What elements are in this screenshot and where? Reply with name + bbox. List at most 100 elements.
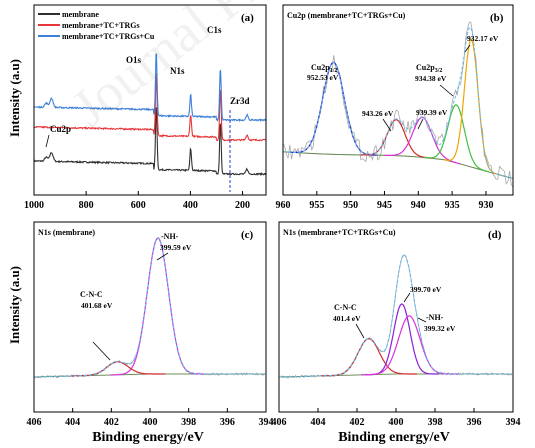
series-peak-0 xyxy=(320,338,417,377)
x-tick-label: 945 xyxy=(377,200,392,211)
label-401-68: 401.68 eV xyxy=(81,301,113,310)
series-raw xyxy=(282,21,514,187)
panel-a-legend: membrane membrane+TC+TRGs membrane+TC+TR… xyxy=(38,10,155,41)
pointer-401-4 xyxy=(355,323,365,339)
series-membrane-tc-trgs xyxy=(33,72,267,142)
panel-b-tag: (b) xyxy=(490,12,504,24)
x-tick-label: 400 xyxy=(183,200,198,211)
label-nh-c: -NH- xyxy=(161,232,179,241)
annotation-o1s: O1s xyxy=(126,55,142,65)
x-tick-label: 1000 xyxy=(24,200,44,211)
x-tick-label: 930 xyxy=(478,200,493,211)
label-cnc-d: C-N-C xyxy=(334,303,357,312)
series-peak-1 xyxy=(69,361,166,377)
panel-d-title: N1s (membrane+TC+TRGs+Cu) xyxy=(283,228,396,237)
legend-label-tc-trgs: membrane+TC+TRGs xyxy=(62,21,140,30)
label-952: 952.53 eV xyxy=(307,73,339,82)
x-axis-label-right: Binding energy/eV xyxy=(338,430,450,445)
panel-c-curves xyxy=(33,236,266,379)
panel-a-tag: (a) xyxy=(241,12,254,24)
x-tick-label: 402 xyxy=(350,417,365,428)
x-tick-label: 600 xyxy=(131,200,146,211)
annotation-cu2p: Cu2p xyxy=(50,124,71,134)
pointer-399-70 xyxy=(403,292,411,303)
x-tick-label: 404 xyxy=(311,417,326,428)
series-background xyxy=(279,373,512,378)
label-cu2p-3half: Cu2p3/2 xyxy=(416,63,442,74)
panel-b-frame xyxy=(282,4,514,196)
panel-b-x-ticks: 960 955 950 945 940 935 930 xyxy=(276,191,493,211)
label-cu2p-half-main: Cu2p xyxy=(311,63,330,72)
panel-d-x-ticks: 406 404 402 400 398 396 394 xyxy=(272,408,521,428)
pointer-cnc-c xyxy=(92,341,111,361)
x-tick-label: 406 xyxy=(27,417,42,428)
x-tick-label: 396 xyxy=(467,417,482,428)
legend-label-membrane: membrane xyxy=(62,10,99,19)
panel-d-tag: (d) xyxy=(488,229,502,241)
series-envelope xyxy=(279,254,512,378)
series-membrane xyxy=(33,107,267,177)
x-tick-label: 404 xyxy=(65,417,80,428)
label-932: 932.17 eV xyxy=(467,34,499,43)
y-axis-label-top: Intensity (a.u) xyxy=(7,59,22,137)
panel-b: Cu2p (membrane+TC+TRGs+Cu) (b) Cu2p1/2 9… xyxy=(276,4,514,211)
label-939: 939.39 eV xyxy=(416,108,448,117)
panel-d: N1s (membrane+TC+TRGs+Cu) (d) C-N-C 401.… xyxy=(272,221,521,428)
label-401-4: 401.4 eV xyxy=(333,314,361,323)
x-tick-label: 400 xyxy=(143,417,158,428)
x-tick-label: 398 xyxy=(428,417,443,428)
series-envelope xyxy=(282,26,514,179)
panel-d-curves xyxy=(278,254,513,379)
panel-c-tag: (c) xyxy=(241,229,254,241)
series-raw xyxy=(278,254,513,379)
annotation-zr3d: Zr3d xyxy=(230,96,250,106)
series-peak-0 xyxy=(110,237,206,376)
panel-d-frame xyxy=(278,221,514,413)
pointer-943 xyxy=(382,118,392,132)
panel-c-frame xyxy=(33,221,267,413)
label-399-32: 399.32 eV xyxy=(424,324,456,333)
label-cu2p-3half-sub: 3/2 xyxy=(435,68,443,74)
x-tick-label: 960 xyxy=(276,200,291,211)
x-tick-label: 940 xyxy=(411,200,426,211)
legend-label-tc-trgs-cu: membrane+TC+TRGs+Cu xyxy=(62,32,155,41)
panel-b-title: Cu2p (membrane+TC+TRGs+Cu) xyxy=(287,11,406,20)
x-tick-label: 955 xyxy=(309,200,324,211)
panel-c-title: N1s (membrane) xyxy=(38,228,95,237)
panel-b-curves xyxy=(282,21,514,187)
panel-c-x-ticks: 406 404 402 400 398 396 394 xyxy=(27,408,274,428)
annotation-n1s: N1s xyxy=(170,66,185,76)
series-raw xyxy=(33,236,266,379)
x-tick-label: 394 xyxy=(259,417,274,428)
label-cu2p-half-sub: 1/2 xyxy=(330,68,338,74)
x-tick-label: 394 xyxy=(506,417,521,428)
x-tick-label: 398 xyxy=(181,417,196,428)
pointer-939 xyxy=(417,118,424,130)
panel-a: membrane membrane+TC+TRGs membrane+TC+TR… xyxy=(24,4,267,211)
label-399-59: 399.59 eV xyxy=(160,243,192,252)
panel-a-curves xyxy=(33,53,267,177)
cu2p-pointer xyxy=(45,134,50,148)
annotation-c1s: C1s xyxy=(207,25,222,35)
series-envelope xyxy=(34,237,265,378)
x-tick-label: 400 xyxy=(389,417,404,428)
x-tick-label: 800 xyxy=(79,200,94,211)
pointer-399-32 xyxy=(417,317,427,323)
series-membrane-tc-trgs-cu xyxy=(33,53,267,123)
panel-a-x-ticks: 1000 800 600 400 200 xyxy=(24,191,250,211)
series-peak-1 xyxy=(361,119,432,159)
label-cu2p-3half-main: Cu2p xyxy=(416,63,435,72)
x-axis-label-left: Binding energy/eV xyxy=(92,430,204,445)
label-943: 943.26 eV xyxy=(362,109,394,118)
x-tick-label: 200 xyxy=(235,200,250,211)
panel-a-frame xyxy=(33,4,267,196)
x-tick-label: 406 xyxy=(272,417,287,428)
x-tick-label: 935 xyxy=(445,200,460,211)
panel-c: N1s (membrane) (c) -NH- 399.59 eV C-N-C … xyxy=(27,221,274,428)
pointer-934 xyxy=(439,84,454,97)
pointer-nh-c xyxy=(156,252,169,261)
label-nh-d: -NH- xyxy=(426,313,444,322)
label-cnc-c: C-N-C xyxy=(80,290,103,299)
